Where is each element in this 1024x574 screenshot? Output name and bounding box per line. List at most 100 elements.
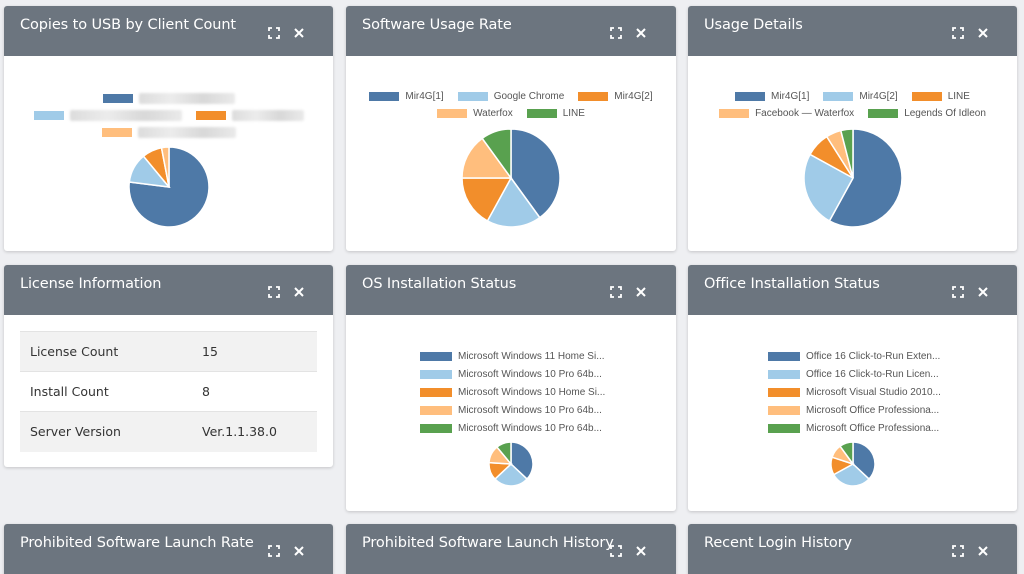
legend-item[interactable]: LINE	[911, 91, 970, 102]
expand-icon[interactable]	[609, 26, 623, 40]
pie-slice[interactable]	[832, 463, 871, 486]
close-icon[interactable]	[292, 26, 306, 40]
license-count-value: 15	[192, 331, 317, 372]
office-installation-pie-chart	[831, 442, 875, 486]
usb-copies-card: Copies to USB by Client Count	[4, 6, 333, 251]
legend-item[interactable]: Waterfox	[437, 108, 513, 119]
legend-swatch	[768, 405, 800, 415]
close-icon[interactable]	[976, 544, 990, 558]
legend-item[interactable]: LINE	[526, 108, 585, 119]
legend-label: Mir4G[1]	[405, 91, 444, 102]
legend-item[interactable]: Microsoft Windows 11 Home Si...	[420, 347, 605, 365]
expand-icon[interactable]	[609, 544, 623, 558]
install-count-label: Install Count	[20, 371, 192, 412]
card-header: OS Installation Status	[346, 265, 676, 315]
card-title: Software Usage Rate	[362, 17, 512, 33]
pie-slice[interactable]	[804, 153, 855, 222]
pie-slice[interactable]	[828, 129, 902, 227]
legend-label: Waterfox	[473, 108, 513, 119]
expand-icon[interactable]	[267, 26, 281, 40]
legend-item[interactable]: Microsoft Office Professiona...	[768, 419, 941, 437]
legend-item[interactable]: Mir4G[2]	[578, 91, 653, 102]
card-title: License Information	[20, 276, 162, 292]
pie-slice[interactable]	[462, 177, 513, 222]
legend-item[interactable]: Office 16 Click-to-Run Exten...	[768, 347, 941, 365]
prohibited-launch-rate-card: Prohibited Software Launch Rate	[4, 524, 333, 574]
legend-item[interactable]: Google Chrome	[457, 91, 564, 102]
chart-legend	[4, 90, 333, 141]
license-count-label: License Count	[20, 331, 192, 372]
software-usage-card: Software Usage Rate Mir4G[1] Google Chrom…	[346, 6, 676, 251]
legend-swatch	[768, 369, 800, 379]
expand-icon[interactable]	[267, 285, 281, 299]
pie-slice[interactable]	[852, 442, 875, 481]
close-icon[interactable]	[634, 544, 648, 558]
legend-item[interactable]: Mir4G[1]	[735, 91, 809, 102]
close-icon[interactable]	[634, 26, 648, 40]
redacted-legend-label	[137, 127, 236, 138]
chart-legend: Office 16 Click-to-Run Exten... Office 16…	[768, 347, 941, 437]
card-title: Prohibited Software Launch History	[362, 535, 614, 551]
close-icon[interactable]	[292, 285, 306, 299]
legend-item[interactable]: Microsoft Windows 10 Pro 64b...	[420, 419, 605, 437]
pie-slice[interactable]	[495, 442, 512, 467]
redacted-legend-label	[231, 110, 304, 121]
card-header: Usage Details	[688, 6, 1017, 56]
pie-slice[interactable]	[510, 442, 533, 481]
legend-label: Microsoft Office Professiona...	[806, 404, 940, 416]
table-row: License Count 15	[20, 331, 317, 372]
legend-item[interactable]: Microsoft Windows 10 Pro 64b...	[420, 365, 605, 383]
legend-swatch	[526, 109, 557, 118]
legend-item[interactable]: Microsoft Office Professiona...	[768, 401, 941, 419]
legend-item[interactable]: Microsoft Visual Studio 2010...	[768, 383, 941, 401]
card-header: Copies to USB by Client Count	[4, 6, 333, 56]
pie-slice[interactable]	[493, 462, 529, 486]
close-icon[interactable]	[292, 544, 306, 558]
server-version-value: Ver.1.1.38.0	[192, 411, 317, 452]
expand-icon[interactable]	[951, 285, 965, 299]
chart-legend: Mir4G[1] Google Chrome Mir4G[2] Waterfox LIN…	[346, 88, 676, 122]
install-count-value: 8	[192, 371, 317, 412]
legend-swatch	[195, 111, 226, 120]
legend-item[interactable]: Mir4G[1]	[369, 91, 444, 102]
card-title: Copies to USB by Client Count	[20, 17, 236, 33]
expand-icon[interactable]	[267, 544, 281, 558]
legend-swatch	[768, 351, 800, 361]
legend-item[interactable]: Office 16 Click-to-Run Licen...	[768, 365, 941, 383]
legend-item[interactable]: Microsoft Windows 10 Home Si...	[420, 383, 605, 401]
legend-swatch	[420, 423, 452, 433]
pie-slice[interactable]	[510, 129, 560, 219]
legend-label: Microsoft Visual Studio 2010...	[806, 386, 941, 398]
card-title: Office Installation Status	[704, 276, 880, 292]
legend-item[interactable]: Mir4G[2]	[823, 91, 898, 102]
pie-slice[interactable]	[486, 176, 541, 227]
software-usage-pie-chart	[462, 129, 560, 227]
legend-label: Microsoft Windows 10 Home Si...	[458, 386, 606, 398]
pie-slice[interactable]	[839, 129, 854, 179]
close-icon[interactable]	[634, 285, 648, 299]
pie-slice[interactable]	[481, 129, 512, 181]
legend-swatch	[823, 92, 854, 101]
legend-item[interactable]: Facebook — Waterfox	[719, 108, 854, 119]
os-installation-card: OS Installation Status Microsoft Windows…	[346, 265, 676, 511]
expand-icon[interactable]	[609, 285, 623, 299]
legend-item[interactable]: Microsoft Windows 10 Pro 64b...	[420, 401, 605, 419]
office-installation-card: Office Installation Status Office 16 Cli…	[688, 265, 1017, 511]
prohibited-launch-history-card: Prohibited Software Launch History	[346, 524, 676, 574]
expand-icon[interactable]	[951, 544, 965, 558]
card-header: Software Usage Rate	[346, 6, 676, 56]
legend-swatch	[369, 92, 400, 101]
close-icon[interactable]	[976, 285, 990, 299]
usage-details-pie-chart	[804, 129, 902, 227]
os-installation-pie-chart	[489, 442, 533, 486]
legend-item[interactable]: Legends Of Idleon	[868, 108, 986, 119]
legend-label: Microsoft Office Professiona...	[806, 422, 940, 434]
pie-slice[interactable]	[839, 442, 854, 467]
pie-slice[interactable]	[160, 147, 170, 188]
close-icon[interactable]	[976, 26, 990, 40]
card-title: Usage Details	[704, 17, 803, 33]
expand-icon[interactable]	[951, 26, 965, 40]
legend-swatch	[102, 94, 133, 103]
legend-swatch	[457, 92, 488, 101]
legend-swatch	[420, 369, 452, 379]
